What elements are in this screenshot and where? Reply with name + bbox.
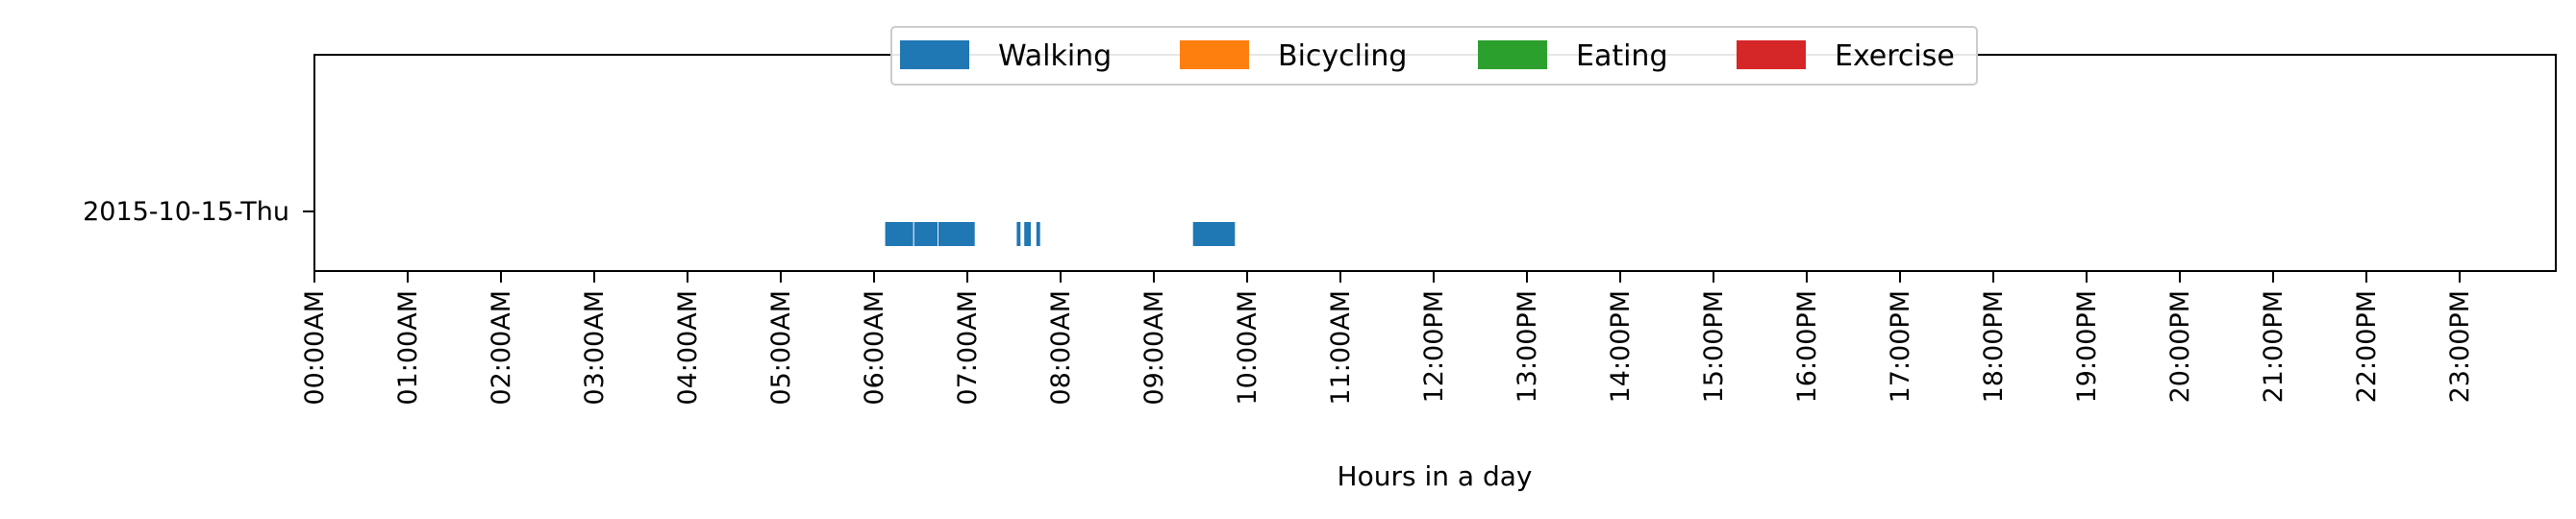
legend-swatch-exercise [1737, 40, 1806, 69]
plot-area-frame [313, 54, 2557, 272]
x-tick-label: 23:00PM [2445, 290, 2475, 403]
legend-label-eating: Eating [1576, 39, 1668, 73]
x-tick-label: 22:00PM [2352, 290, 2382, 403]
x-tick-label: 10:00AM [1233, 290, 1263, 406]
x-tick-label: 14:00PM [1606, 290, 1636, 403]
bar-walking-1 [913, 222, 938, 246]
legend: Walking Bicycling Eating Exercise [890, 26, 1978, 86]
x-tick-label: 11:00AM [1326, 290, 1356, 406]
bar-walking-3 [1016, 222, 1021, 246]
y-axis: 2015-10-15-Thu [83, 197, 314, 227]
activity-bars [885, 222, 1236, 246]
bar-walking-6 [1192, 222, 1236, 246]
legend-swatch-eating [1478, 40, 1547, 69]
x-tick-label: 17:00PM [1886, 290, 1915, 403]
legend-box [890, 26, 1978, 86]
legend-label-walking: Walking [998, 39, 1112, 73]
bar-walking-5 [1036, 222, 1040, 246]
x-tick-label: 02:00AM [487, 290, 516, 406]
x-tick-label: 19:00PM [2072, 290, 2102, 403]
x-tick-label: 08:00AM [1046, 290, 1076, 406]
x-tick-label: 07:00AM [953, 290, 983, 406]
x-tick-label: 04:00AM [673, 290, 703, 406]
legend-swatch-bicycling [1180, 40, 1249, 69]
legend-label-exercise: Exercise [1835, 39, 1955, 73]
x-tick-label: 20:00PM [2165, 290, 2195, 403]
x-tick-label: 16:00PM [1792, 290, 1822, 403]
x-tick-label: 00:00AM [300, 290, 330, 406]
x-tick-label: 18:00PM [1979, 290, 2009, 403]
x-tick-label: 21:00PM [2259, 290, 2288, 403]
bar-walking-2 [938, 222, 975, 246]
x-axis-label: Hours in a day [1338, 460, 1533, 492]
x-tick-label: 06:00AM [860, 290, 889, 406]
x-tick-label: 05:00AM [766, 290, 796, 406]
y-tick-label: 2015-10-15-Thu [83, 197, 289, 227]
legend-label-bicycling: Bicycling [1278, 39, 1407, 73]
bar-walking-4 [1024, 222, 1031, 246]
x-tick-label: 13:00PM [1513, 290, 1542, 403]
x-tick-label: 12:00PM [1419, 290, 1449, 403]
x-tick-label: 09:00AM [1139, 290, 1169, 406]
x-axis: 00:00AM 01:00AM 02:00AM 03:00AM 04:00AM 05:00… [300, 271, 2475, 406]
bar-walking-0 [885, 222, 913, 246]
x-tick-label: 01:00AM [393, 290, 423, 406]
legend-swatch-walking [900, 40, 969, 69]
x-tick-label: 03:00AM [580, 290, 610, 406]
x-tick-label: 15:00PM [1699, 290, 1729, 403]
